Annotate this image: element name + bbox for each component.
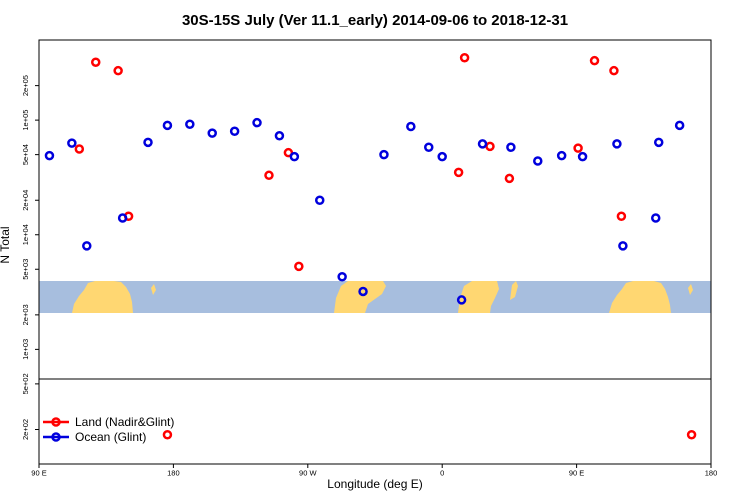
legend-marker-land [51, 417, 61, 427]
land-point [504, 173, 515, 184]
ocean-point [618, 241, 628, 251]
y-tick-label: 5e+03 [21, 259, 30, 280]
land-point [686, 429, 697, 440]
land-sea-mask [39, 281, 711, 313]
land-point [90, 57, 101, 67]
x-tick-label: 180 [705, 469, 718, 478]
ocean-point [162, 120, 173, 131]
ocean-point [67, 138, 77, 148]
ocean-point [477, 139, 488, 149]
land-point [609, 65, 619, 76]
land-point [453, 167, 464, 178]
x-axis-label: Longitude (deg E) [327, 477, 422, 491]
ocean-point [456, 295, 467, 305]
land-point [74, 144, 85, 154]
x-tick-label: 180 [167, 469, 180, 478]
y-tick-label: 1e+05 [21, 110, 30, 131]
land-mask-australia-left [72, 281, 133, 313]
y-tick-label: 2e+05 [21, 75, 30, 96]
y-tick-label: 1e+04 [21, 224, 30, 245]
y-tick-label: 5e+04 [21, 144, 30, 165]
land-mask-madagascar [510, 281, 518, 300]
land-point [162, 429, 173, 440]
land-point [264, 170, 274, 181]
ocean-point [379, 149, 389, 160]
ocean-point [674, 120, 685, 131]
ocean-point [577, 151, 588, 162]
land-mask-africa [458, 281, 499, 313]
ocean-point [556, 150, 567, 161]
ocean-point [533, 156, 543, 166]
land-point [589, 55, 600, 66]
land-mask-islands-right [688, 284, 693, 295]
ocean-point [653, 137, 664, 148]
ocean-point [289, 151, 300, 162]
ocean-point [274, 131, 285, 141]
ocean-point [207, 128, 217, 138]
ocean-point [437, 151, 447, 162]
data-points [44, 53, 697, 440]
legend-marker-ocean [51, 432, 61, 442]
legend-label-ocean: Ocean (Glint) [75, 430, 146, 444]
land-point [294, 261, 304, 272]
plot-frame [38, 39, 712, 465]
ocean-point [650, 213, 661, 223]
ocean-point [82, 241, 92, 251]
ocean-point [612, 139, 622, 149]
land-point [573, 143, 583, 153]
y-tick-label: 1e+03 [21, 339, 30, 360]
legend: Land (Nadir&Glint) Ocean (Glint) [43, 415, 174, 444]
legend-label-land: Land (Nadir&Glint) [75, 415, 174, 429]
x-tick-label: 0 [440, 469, 444, 478]
land-point [113, 65, 123, 76]
y-tick-label: 2e+02 [21, 419, 30, 440]
legend-entry-ocean: Ocean (Glint) [43, 430, 146, 444]
land-point [616, 211, 627, 221]
ocean-point [44, 150, 55, 161]
ocean-point [337, 272, 347, 282]
ocean-point [143, 137, 153, 148]
ocean-point [229, 126, 240, 136]
y-axis-label: N Total [0, 226, 12, 263]
x-tick-label: 90 W [299, 469, 317, 478]
land-mask-australia-right [609, 281, 671, 313]
ocean-point [424, 142, 434, 152]
x-tick-label: 90 E [31, 469, 46, 478]
legend-entry-land: Land (Nadir&Glint) [43, 415, 174, 429]
chart-title: 30S-15S July (Ver 11.1_early) 2014-09-06… [182, 12, 568, 29]
y-axis: 2e+02 5e+02 1e+03 2e+03 5e+03 1e+04 2e+04 5e+04… [21, 75, 39, 440]
ocean-point [252, 117, 262, 128]
land-point [485, 141, 495, 152]
x-tick-label: 90 E [569, 469, 584, 478]
y-tick-label: 2e+03 [21, 304, 30, 325]
ocean-point [406, 121, 416, 132]
land-mask-islands [151, 284, 156, 295]
y-tick-label: 5e+02 [21, 373, 30, 394]
ocean-point [117, 213, 128, 223]
ocean-point [506, 142, 516, 152]
ocean-point [185, 119, 195, 130]
ocean-point [358, 286, 368, 297]
x-axis: 90 E 180 90 W 0 90 E 180 [31, 464, 717, 478]
land-point [459, 53, 470, 63]
y-tick-label: 2e+04 [21, 190, 30, 211]
land-mask-south-america [334, 281, 386, 313]
ocean-point [314, 195, 325, 205]
